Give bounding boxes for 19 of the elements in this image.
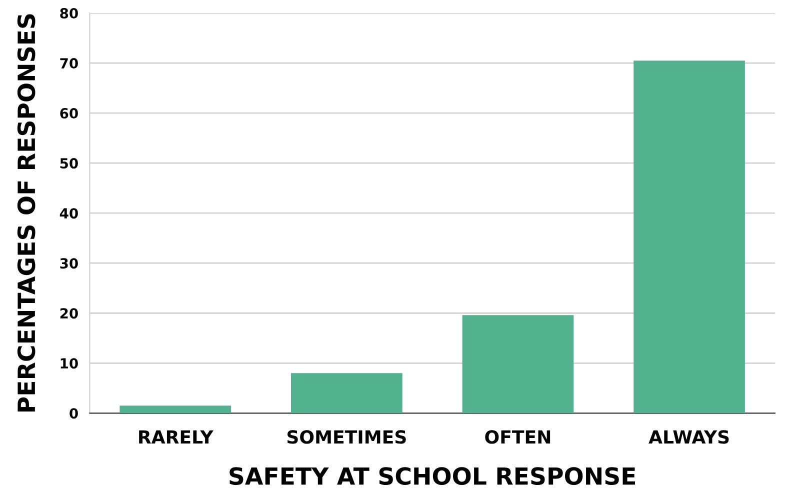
x-tick-label: RARELY	[139, 430, 214, 444]
x-axis-title: SAFETY AT SCHOOL RESPONSE	[230, 467, 636, 486]
y-tick-label: 50	[60, 158, 78, 169]
y-axis-title: PERCENTAGES OF RESPONSES	[17, 14, 36, 412]
bar	[120, 406, 232, 414]
y-tick-label: 30	[60, 258, 78, 269]
y-tick-label: 70	[60, 58, 78, 69]
bar	[462, 315, 574, 414]
bar	[291, 373, 402, 414]
y-tick-label: 80	[60, 8, 78, 19]
x-tick-label: ALWAYS	[648, 430, 729, 444]
y-tick-label: 10	[60, 358, 78, 369]
y-tick-label: 60	[60, 108, 78, 119]
y-tick-label: 20	[60, 308, 78, 319]
x-tick-label: SOMETIMES	[287, 430, 406, 444]
x-tick-label: OFTEN	[485, 430, 550, 444]
y-tick-label: 0	[70, 408, 78, 419]
bar	[634, 60, 745, 414]
y-tick-label: 40	[60, 208, 78, 219]
